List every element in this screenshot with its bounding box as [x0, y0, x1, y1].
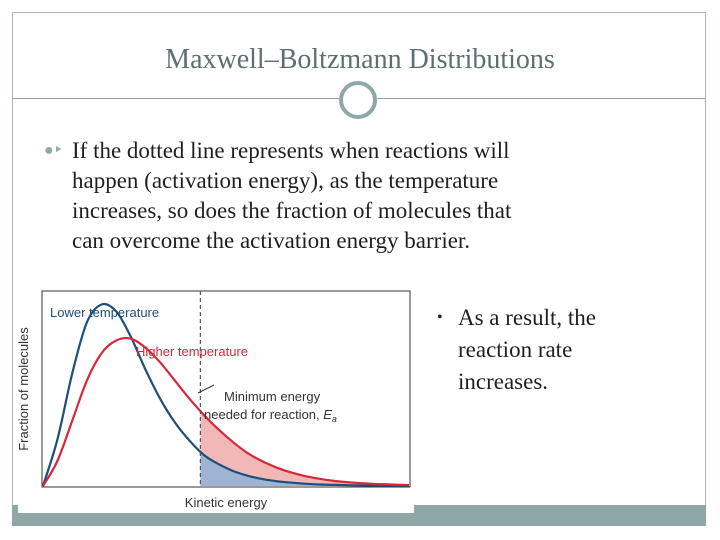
- main-bullet-line: can overcome the activation energy barri…: [72, 228, 471, 253]
- title-divider-left: [12, 98, 339, 99]
- series-line-lower-temperature: [41, 302, 410, 487]
- threshold-label-line-1: Minimum energy: [224, 389, 321, 404]
- result-bullet-line: reaction rate: [458, 337, 573, 362]
- maxwell-boltzmann-chart: Fraction of molecules Kinetic energy Low…: [16, 285, 414, 513]
- shaded-area-higher-temperature: [200, 411, 409, 486]
- result-bullet: • As a result, the reaction rate increas…: [437, 302, 687, 398]
- threshold-label-text: needed for reaction,: [204, 407, 323, 422]
- bullet-arrow-icon: ●‣: [44, 142, 64, 159]
- main-bullet-text: If the dotted line represents when react…: [44, 136, 684, 256]
- chart-svg: Fraction of molecules Kinetic energy Low…: [16, 290, 411, 510]
- result-bullet-line: increases.: [458, 369, 549, 394]
- threshold-symbol: E: [323, 407, 332, 422]
- title-divider-right: [377, 98, 706, 99]
- threshold-label-line-2: needed for reaction, Ea: [204, 407, 337, 424]
- threshold-subscript: a: [332, 414, 337, 424]
- result-bullet-text: As a result, the reaction rate increases…: [437, 302, 687, 398]
- result-bullet-line: As a result, the: [458, 305, 596, 330]
- series-label-higher-temperature: Higher temperature: [136, 344, 248, 359]
- slide-title: Maxwell–Boltzmann Distributions: [165, 44, 555, 75]
- series-label-lower-temperature: Lower temperature: [50, 305, 159, 320]
- title-ring-ornament: [339, 81, 377, 119]
- bullet-dot-icon: •: [437, 309, 443, 326]
- main-bullet-line: happen (activation energy), as the tempe…: [72, 168, 499, 193]
- main-bullet: ●‣ If the dotted line represents when re…: [44, 136, 684, 256]
- series-line-higher-temperature: [42, 336, 410, 487]
- main-bullet-line: If the dotted line represents when react…: [72, 138, 510, 163]
- y-axis-label: Fraction of molecules: [18, 327, 31, 451]
- main-bullet-line: increases, so does the fraction of molec…: [72, 198, 512, 223]
- x-axis-label: Kinetic energy: [185, 495, 268, 510]
- threshold-pointer: [197, 384, 215, 394]
